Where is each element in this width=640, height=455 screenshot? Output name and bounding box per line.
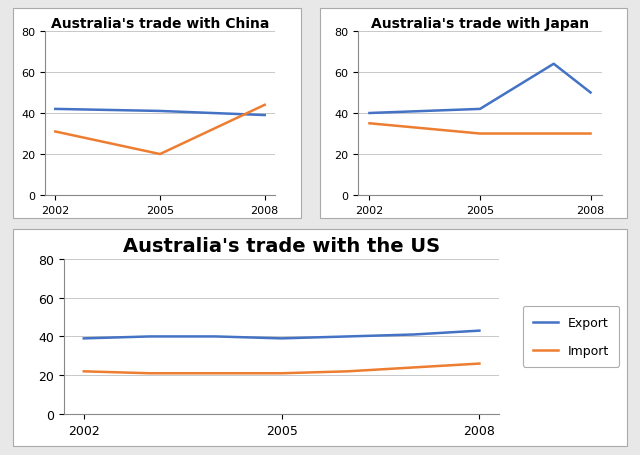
Title: Australia's trade with Japan: Australia's trade with Japan xyxy=(371,17,589,30)
Import xyxy=(476,361,483,367)
Title: Australia's trade with the US: Australia's trade with the US xyxy=(123,236,440,255)
Import xyxy=(212,371,220,376)
Export xyxy=(476,328,483,334)
Export xyxy=(344,334,351,339)
Export xyxy=(410,332,417,338)
Import xyxy=(278,371,285,376)
Export xyxy=(146,334,154,339)
Legend: Export, Import: Export, Import xyxy=(523,306,619,367)
Export xyxy=(80,336,88,341)
Title: Australia's trade with China: Australia's trade with China xyxy=(51,17,269,30)
Export xyxy=(212,334,220,339)
Line: Export: Export xyxy=(84,331,479,339)
Export xyxy=(278,336,285,341)
Import xyxy=(344,369,351,374)
Import xyxy=(410,365,417,370)
Line: Import: Import xyxy=(84,364,479,374)
Import xyxy=(80,369,88,374)
Import xyxy=(146,371,154,376)
